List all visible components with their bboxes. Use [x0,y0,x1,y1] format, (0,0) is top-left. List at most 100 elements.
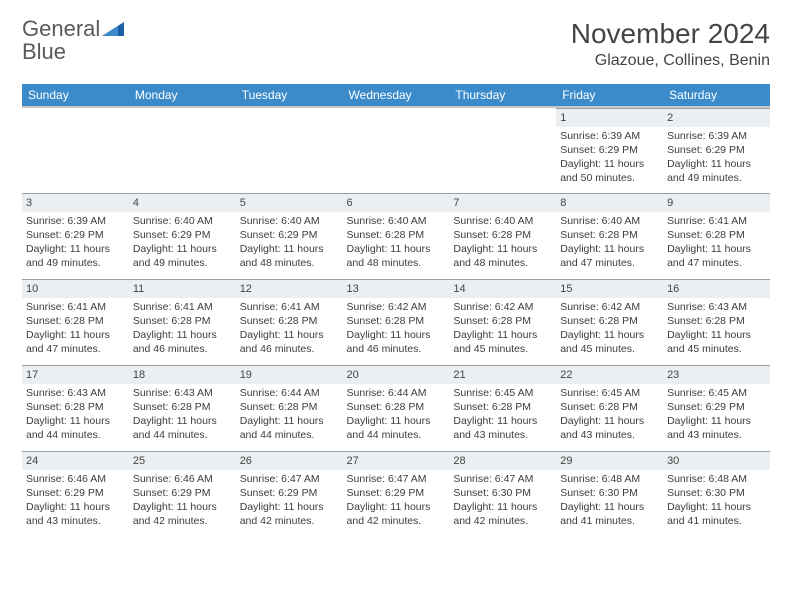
weekday-header: Tuesday [236,84,343,107]
day-details: Sunrise: 6:45 AMSunset: 6:28 PMDaylight:… [449,384,556,447]
month-title: November 2024 [571,18,770,50]
day-details [236,112,343,118]
sunrise-text: Sunrise: 6:47 AM [347,472,446,486]
day-details: Sunrise: 6:40 AMSunset: 6:29 PMDaylight:… [129,212,236,275]
weekday-header: Sunday [22,84,129,107]
day-details [22,112,129,118]
day-details [129,112,236,118]
daylight-text: Daylight: 11 hours and 46 minutes. [347,328,446,356]
calendar-week-row: 1Sunrise: 6:39 AMSunset: 6:29 PMDaylight… [22,107,770,193]
sunrise-text: Sunrise: 6:44 AM [347,386,446,400]
day-details: Sunrise: 6:43 AMSunset: 6:28 PMDaylight:… [663,298,770,361]
day-number: 21 [449,365,556,384]
calendar-day-cell: 28Sunrise: 6:47 AMSunset: 6:30 PMDayligh… [449,451,556,537]
calendar-day-cell: 2Sunrise: 6:39 AMSunset: 6:29 PMDaylight… [663,107,770,193]
calendar-week-row: 3Sunrise: 6:39 AMSunset: 6:29 PMDaylight… [22,193,770,279]
sunset-text: Sunset: 6:28 PM [133,400,232,414]
sunset-text: Sunset: 6:28 PM [453,314,552,328]
day-number: 17 [22,365,129,384]
sunrise-text: Sunrise: 6:40 AM [560,214,659,228]
sunset-text: Sunset: 6:29 PM [133,228,232,242]
sunset-text: Sunset: 6:29 PM [347,486,446,500]
header: General Blue November 2024 Glazoue, Coll… [22,18,770,70]
day-number: 1 [556,108,663,127]
day-number: 9 [663,193,770,212]
sunset-text: Sunset: 6:28 PM [560,314,659,328]
day-details: Sunrise: 6:47 AMSunset: 6:29 PMDaylight:… [236,470,343,533]
sunset-text: Sunset: 6:28 PM [240,400,339,414]
daylight-text: Daylight: 11 hours and 43 minutes. [453,414,552,442]
sunrise-text: Sunrise: 6:46 AM [26,472,125,486]
day-details: Sunrise: 6:44 AMSunset: 6:28 PMDaylight:… [236,384,343,447]
calendar-day-cell: 18Sunrise: 6:43 AMSunset: 6:28 PMDayligh… [129,365,236,451]
day-details: Sunrise: 6:48 AMSunset: 6:30 PMDaylight:… [556,470,663,533]
sunrise-text: Sunrise: 6:40 AM [347,214,446,228]
weekday-header: Monday [129,84,236,107]
day-number: 5 [236,193,343,212]
calendar-day-cell: 17Sunrise: 6:43 AMSunset: 6:28 PMDayligh… [22,365,129,451]
calendar-day-cell: 3Sunrise: 6:39 AMSunset: 6:29 PMDaylight… [22,193,129,279]
day-number: 30 [663,451,770,470]
weekday-header: Thursday [449,84,556,107]
daylight-text: Daylight: 11 hours and 48 minutes. [347,242,446,270]
logo-word1: General [22,16,100,41]
calendar-day-cell [129,107,236,193]
day-details: Sunrise: 6:46 AMSunset: 6:29 PMDaylight:… [22,470,129,533]
day-number: 6 [343,193,450,212]
daylight-text: Daylight: 11 hours and 49 minutes. [667,157,766,185]
sunset-text: Sunset: 6:28 PM [240,314,339,328]
sunrise-text: Sunrise: 6:43 AM [133,386,232,400]
sunset-text: Sunset: 6:28 PM [26,400,125,414]
calendar-table: Sunday Monday Tuesday Wednesday Thursday… [22,84,770,537]
logo: General Blue [22,18,124,64]
sunset-text: Sunset: 6:28 PM [26,314,125,328]
daylight-text: Daylight: 11 hours and 44 minutes. [240,414,339,442]
calendar-day-cell: 16Sunrise: 6:43 AMSunset: 6:28 PMDayligh… [663,279,770,365]
sunrise-text: Sunrise: 6:41 AM [240,300,339,314]
sunrise-text: Sunrise: 6:39 AM [667,129,766,143]
sunrise-text: Sunrise: 6:45 AM [560,386,659,400]
calendar-day-cell: 10Sunrise: 6:41 AMSunset: 6:28 PMDayligh… [22,279,129,365]
day-details: Sunrise: 6:39 AMSunset: 6:29 PMDaylight:… [556,127,663,190]
sunrise-text: Sunrise: 6:40 AM [133,214,232,228]
calendar-day-cell: 9Sunrise: 6:41 AMSunset: 6:28 PMDaylight… [663,193,770,279]
day-details: Sunrise: 6:46 AMSunset: 6:29 PMDaylight:… [129,470,236,533]
day-details: Sunrise: 6:40 AMSunset: 6:29 PMDaylight:… [236,212,343,275]
sunset-text: Sunset: 6:28 PM [347,400,446,414]
sunrise-text: Sunrise: 6:41 AM [133,300,232,314]
sunset-text: Sunset: 6:29 PM [26,228,125,242]
daylight-text: Daylight: 11 hours and 42 minutes. [453,500,552,528]
weekday-header: Friday [556,84,663,107]
sunrise-text: Sunrise: 6:48 AM [667,472,766,486]
calendar-day-cell: 14Sunrise: 6:42 AMSunset: 6:28 PMDayligh… [449,279,556,365]
calendar-day-cell [236,107,343,193]
day-number: 11 [129,279,236,298]
daylight-text: Daylight: 11 hours and 43 minutes. [26,500,125,528]
day-number: 18 [129,365,236,384]
day-details: Sunrise: 6:47 AMSunset: 6:29 PMDaylight:… [343,470,450,533]
day-number: 7 [449,193,556,212]
day-number: 16 [663,279,770,298]
daylight-text: Daylight: 11 hours and 43 minutes. [560,414,659,442]
calendar-day-cell: 15Sunrise: 6:42 AMSunset: 6:28 PMDayligh… [556,279,663,365]
sunrise-text: Sunrise: 6:39 AM [560,129,659,143]
calendar-day-cell: 11 Sunrise: 6:41 AMSunset: 6:28 PMDayligh… [129,279,236,365]
logo-triangle-icon [102,20,124,41]
sunrise-text: Sunrise: 6:43 AM [667,300,766,314]
weekday-header-row: Sunday Monday Tuesday Wednesday Thursday… [22,84,770,107]
calendar-week-row: 24Sunrise: 6:46 AMSunset: 6:29 PMDayligh… [22,451,770,537]
sunset-text: Sunset: 6:28 PM [133,314,232,328]
day-number: 20 [343,365,450,384]
daylight-text: Daylight: 11 hours and 48 minutes. [240,242,339,270]
day-details: Sunrise: 6:47 AMSunset: 6:30 PMDaylight:… [449,470,556,533]
day-details: Sunrise: 6:43 AMSunset: 6:28 PMDaylight:… [129,384,236,447]
day-details: Sunrise: 6:45 AMSunset: 6:28 PMDaylight:… [556,384,663,447]
daylight-text: Daylight: 11 hours and 49 minutes. [133,242,232,270]
sunrise-text: Sunrise: 6:41 AM [26,300,125,314]
daylight-text: Daylight: 11 hours and 46 minutes. [133,328,232,356]
calendar-week-row: 17Sunrise: 6:43 AMSunset: 6:28 PMDayligh… [22,365,770,451]
calendar-day-cell: 7Sunrise: 6:40 AMSunset: 6:28 PMDaylight… [449,193,556,279]
calendar-day-cell: 19Sunrise: 6:44 AMSunset: 6:28 PMDayligh… [236,365,343,451]
daylight-text: Daylight: 11 hours and 47 minutes. [667,242,766,270]
sunrise-text: Sunrise: 6:42 AM [347,300,446,314]
